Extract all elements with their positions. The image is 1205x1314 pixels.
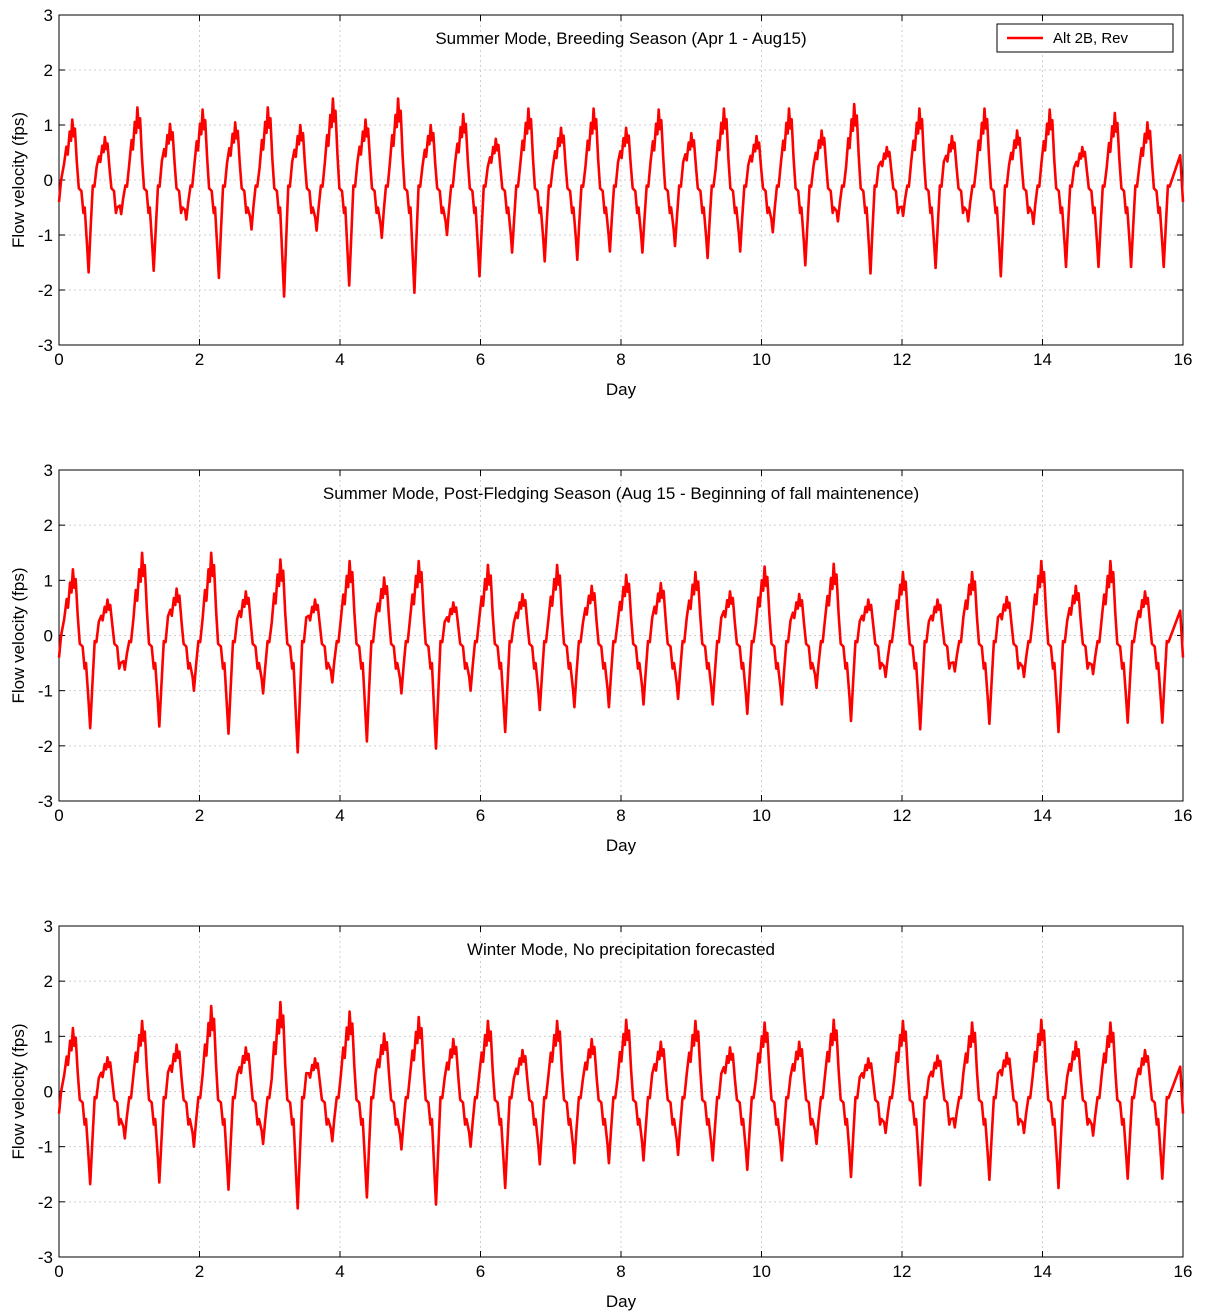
- y-tick-label: 2: [44, 972, 53, 991]
- x-tick-label: 2: [195, 1262, 204, 1281]
- series-line-1: [57, 97, 1185, 298]
- legend: Alt 2B, Rev: [996, 23, 1174, 53]
- y-tick-label: -3: [38, 336, 53, 355]
- y-tick-label: 3: [44, 6, 53, 25]
- y-tick-label: 1: [44, 1027, 53, 1046]
- x-tick-label: 8: [616, 1262, 625, 1281]
- y-tick-label: 2: [44, 61, 53, 80]
- chart-title: Summer Mode, Breeding Season (Apr 1 - Au…: [435, 29, 806, 48]
- chart-title: Winter Mode, No precipitation forecasted: [467, 940, 775, 959]
- y-tick-label: -2: [38, 1193, 53, 1212]
- y-axis-label: Flow velocity (fps): [9, 112, 28, 248]
- x-axis-label: Day: [606, 380, 637, 399]
- y-tick-label: 0: [44, 171, 53, 190]
- y-tick-label: -1: [38, 682, 53, 701]
- x-tick-label: 4: [335, 350, 344, 369]
- x-tick-label: 12: [893, 350, 912, 369]
- x-tick-label: 6: [476, 350, 485, 369]
- y-tick-label: 2: [44, 516, 53, 535]
- x-tick-label: 12: [893, 806, 912, 825]
- y-tick-label: 3: [44, 917, 53, 936]
- y-tick-label: -2: [38, 737, 53, 756]
- x-tick-label: 14: [1033, 1262, 1052, 1281]
- legend-label: Alt 2B, Rev: [1053, 30, 1129, 47]
- x-tick-label: 0: [54, 1262, 63, 1281]
- y-tick-label: 0: [44, 627, 53, 646]
- x-tick-label: 4: [335, 1262, 344, 1281]
- y-tick-label: 1: [44, 571, 53, 590]
- y-tick-label: -3: [38, 792, 53, 811]
- x-tick-label: 2: [195, 806, 204, 825]
- series-line-1: [57, 551, 1185, 754]
- x-tick-label: 4: [335, 806, 344, 825]
- y-tick-label: -2: [38, 281, 53, 300]
- y-tick-label: -3: [38, 1248, 53, 1267]
- y-tick-label: 1: [44, 116, 53, 135]
- chart-title: Summer Mode, Post-Fledging Season (Aug 1…: [323, 484, 919, 503]
- x-tick-label: 16: [1174, 350, 1193, 369]
- y-tick-label: 0: [44, 1083, 53, 1102]
- x-tick-label: 0: [54, 350, 63, 369]
- y-axis-label: Flow velocity (fps): [9, 1023, 28, 1159]
- x-tick-label: 6: [476, 806, 485, 825]
- y-tick-label: -1: [38, 226, 53, 245]
- y-tick-label: -1: [38, 1138, 53, 1157]
- y-tick-label: 3: [44, 461, 53, 480]
- y-axis-label: Flow velocity (fps): [9, 567, 28, 703]
- x-tick-label: 0: [54, 806, 63, 825]
- x-tick-label: 2: [195, 350, 204, 369]
- x-axis-label: Day: [606, 836, 637, 855]
- x-tick-label: 12: [893, 1262, 912, 1281]
- x-tick-label: 10: [752, 806, 771, 825]
- x-tick-label: 16: [1174, 806, 1193, 825]
- x-tick-label: 14: [1033, 806, 1052, 825]
- x-tick-label: 8: [616, 806, 625, 825]
- x-tick-label: 16: [1174, 1262, 1193, 1281]
- x-tick-label: 8: [616, 350, 625, 369]
- x-axis-label: Day: [606, 1292, 637, 1311]
- x-tick-label: 6: [476, 1262, 485, 1281]
- x-tick-label: 10: [752, 1262, 771, 1281]
- series-line-1: [57, 1000, 1185, 1210]
- x-tick-label: 14: [1033, 350, 1052, 369]
- x-tick-label: 10: [752, 350, 771, 369]
